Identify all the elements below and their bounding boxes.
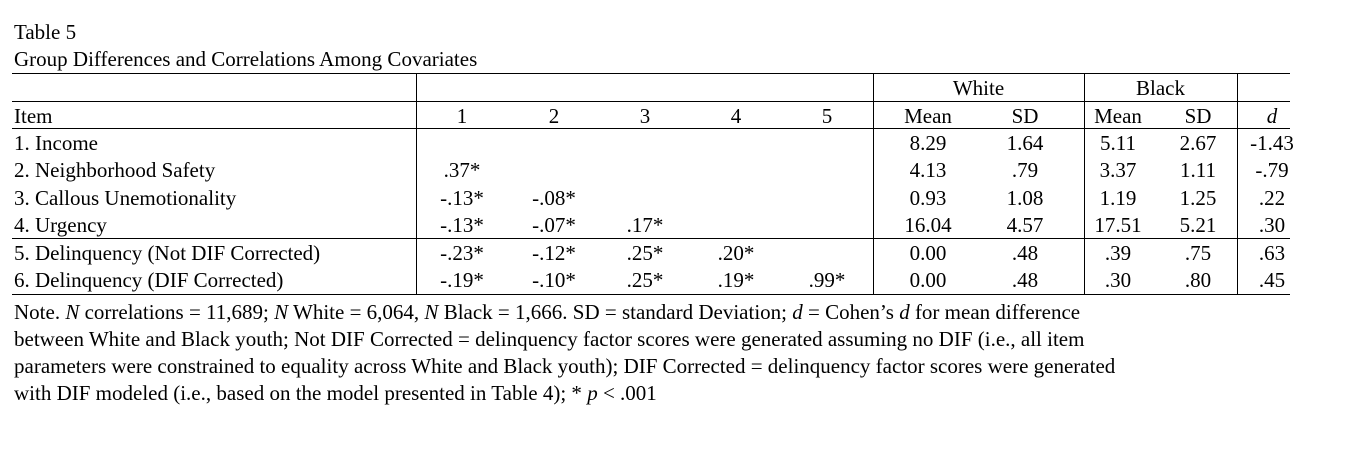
cell-black-mean: 3.37 (1099, 158, 1137, 182)
cell-item: 4. Urgency (14, 213, 107, 237)
cell-white-mean: 16.04 (904, 213, 952, 237)
cell-white-sd: .48 (1011, 241, 1039, 265)
table-note: Note. N correlations = 11,689; N White =… (14, 299, 1304, 407)
table-title: Group Differences and Correlations Among… (14, 47, 478, 71)
cell-white-sd: 4.57 (1006, 213, 1044, 237)
rule-subheader (12, 101, 1290, 102)
cell-white-sd: .79 (1011, 158, 1039, 182)
cell-d: .45 (1258, 268, 1286, 292)
column-header-d: d (1266, 104, 1278, 128)
cell-d: .63 (1258, 241, 1286, 265)
cell-d: -1.43 (1250, 131, 1294, 155)
table-label: Table 5 (14, 20, 77, 44)
cell-item: 3. Callous Unemotionality (14, 186, 237, 210)
cell-item: 5. Delinquency (Not DIF Corrected) (14, 241, 321, 265)
column-header-white-sd: SD (1011, 104, 1039, 128)
cell-black-sd: 5.21 (1179, 213, 1217, 237)
cell-black-sd: 1.11 (1180, 158, 1216, 182)
cell-white-mean: 4.13 (909, 158, 947, 182)
column-header-white-mean: Mean (904, 104, 952, 128)
cell-item: 6. Delinquency (DIF Corrected) (14, 268, 284, 292)
cell-corr-2: -.08* (532, 186, 576, 210)
cell-corr-2: -.12* (532, 241, 576, 265)
cell-item: 1. Income (14, 131, 98, 155)
note-line-2: between White and Black youth; Not DIF C… (14, 327, 1085, 351)
cell-white-mean: 0.93 (909, 186, 947, 210)
column-header-3: 3 (639, 104, 651, 128)
cell-white-mean: 8.29 (909, 131, 947, 155)
cell-corr-2: -.07* (532, 213, 576, 237)
rule-top (12, 73, 1290, 74)
cell-black-mean: 5.11 (1100, 131, 1136, 155)
cell-black-sd: .75 (1184, 241, 1212, 265)
cell-black-sd: .80 (1184, 268, 1212, 292)
column-header-item: Item (14, 104, 53, 128)
cell-black-sd: 1.25 (1179, 186, 1217, 210)
cell-corr-1: -.13* (440, 213, 484, 237)
cell-corr-1: -.19* (440, 268, 484, 292)
group-header-black: Black (1136, 76, 1185, 100)
cell-corr-3: .25* (626, 241, 664, 265)
cell-black-mean: 1.19 (1099, 186, 1137, 210)
column-header-black-mean: Mean (1094, 104, 1142, 128)
cell-black-mean: .30 (1104, 268, 1132, 292)
cell-corr-3: .17* (626, 213, 664, 237)
cell-white-sd: 1.64 (1006, 131, 1044, 155)
rule-white-divider (873, 73, 874, 295)
rule-header-bottom (12, 128, 1290, 129)
cell-corr-1: .37* (443, 158, 481, 182)
rule-item-divider (416, 73, 417, 295)
cell-item: 2. Neighborhood Safety (14, 158, 216, 182)
cell-corr-4: .20* (717, 241, 755, 265)
cell-d: .30 (1258, 213, 1286, 237)
column-header-1: 1 (456, 104, 468, 128)
column-header-5: 5 (821, 104, 833, 128)
cell-corr-3: .25* (626, 268, 664, 292)
cell-corr-5: .99* (808, 268, 846, 292)
cell-white-mean: 0.00 (909, 241, 947, 265)
cell-corr-4: .19* (717, 268, 755, 292)
cell-corr-1: -.13* (440, 186, 484, 210)
note-line-1: Note. N correlations = 11,689; N White =… (14, 300, 1081, 324)
cell-black-mean: .39 (1104, 241, 1132, 265)
cell-d: .22 (1258, 186, 1286, 210)
note-line-3: parameters were constrained to equality … (14, 354, 1116, 378)
rule-bottom (12, 294, 1290, 295)
cell-corr-1: -.23* (440, 241, 484, 265)
rule-black-divider (1084, 73, 1085, 295)
column-header-black-sd: SD (1184, 104, 1212, 128)
column-header-2: 2 (548, 104, 560, 128)
rule-group-divider (12, 238, 1290, 239)
group-header-white: White (952, 76, 1005, 100)
cell-white-sd: .48 (1011, 268, 1039, 292)
cell-white-sd: 1.08 (1006, 186, 1044, 210)
rule-d-divider (1237, 73, 1238, 295)
column-header-4: 4 (730, 104, 742, 128)
cell-corr-2: -.10* (532, 268, 576, 292)
cell-black-mean: 17.51 (1094, 213, 1142, 237)
cell-black-sd: 2.67 (1179, 131, 1217, 155)
cell-white-mean: 0.00 (909, 268, 947, 292)
cell-d: -.79 (1255, 158, 1289, 182)
note-line-4: with DIF modeled (i.e., based on the mod… (14, 381, 657, 405)
